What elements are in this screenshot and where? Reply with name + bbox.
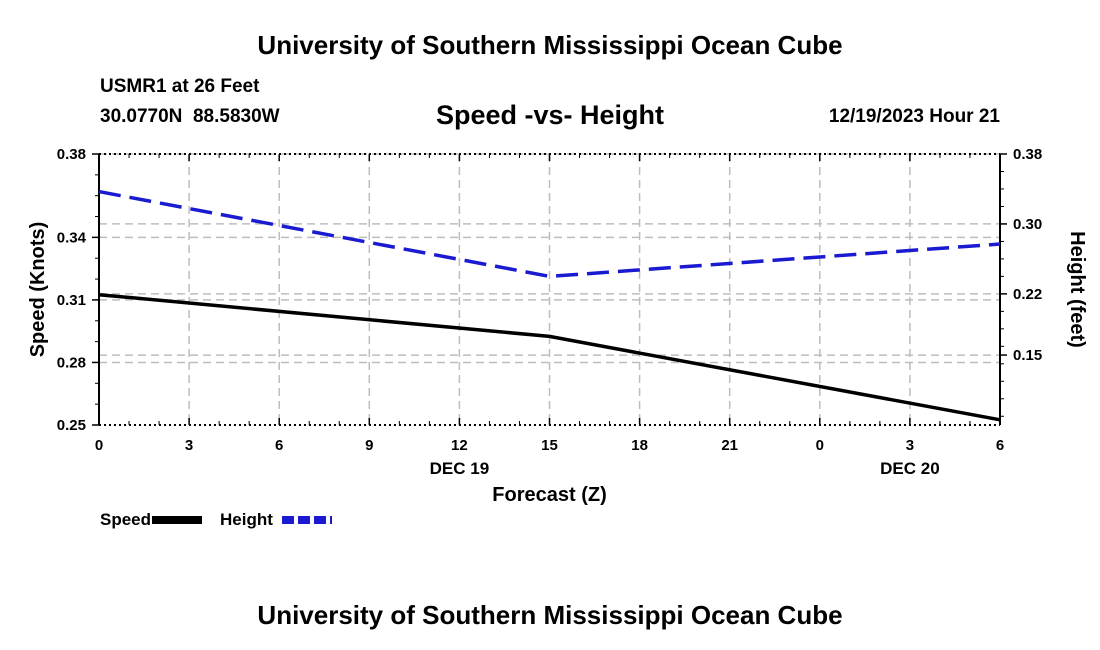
- y-tick-label: 0.28: [57, 354, 86, 371]
- grid-lines: [99, 153, 1000, 425]
- chart-title: University of Southern Mississippi Ocean…: [257, 30, 843, 60]
- x-tick-label: 0: [95, 437, 103, 454]
- x-tick-label: 0: [816, 437, 824, 454]
- date-label: DEC 20: [880, 459, 940, 478]
- y2-axis-title: Height (feet): [1066, 231, 1088, 348]
- axis-labels: 0 3 6 9 12 15 18 21 0 3 6 DEC 19 DEC 20 0.25 0.28 0.31 0…: [27, 146, 1088, 506]
- y-tick-label: 0.34: [57, 229, 87, 246]
- x-tick-label: 3: [185, 437, 193, 454]
- x-tick-label: 9: [365, 437, 373, 454]
- legend: Speed Height: [100, 510, 332, 529]
- y2-tick-label: 0.22: [1013, 286, 1042, 303]
- x-tick-label: 15: [541, 437, 558, 454]
- chart-subtitle: Speed -vs- Height: [435, 100, 665, 130]
- date-label: DEC 19: [430, 459, 490, 478]
- legend-label-speed: Speed: [100, 510, 151, 529]
- x-tick-label: 6: [996, 437, 1004, 454]
- height-line: [98, 189, 1001, 279]
- x-tick-label: 12: [451, 437, 468, 454]
- axes: [92, 153, 1007, 426]
- y-tick-label: 0.38: [57, 146, 86, 163]
- x-tick-label: 18: [631, 437, 648, 454]
- y-axis-title: Speed (Knots): [27, 222, 49, 358]
- x-axis-title: Forecast (Z): [492, 484, 606, 506]
- y-tick-label: 0.25: [57, 417, 86, 434]
- station-label: USMR1 at 26 Feet: [100, 76, 260, 97]
- y-tick-label: 0.31: [57, 292, 86, 309]
- footer-title: University of Southern Mississippi Ocean…: [257, 600, 843, 630]
- y2-tick-label: 0.15: [1013, 347, 1042, 364]
- x-tick-label: 21: [721, 437, 738, 454]
- x-tick-label: 3: [906, 437, 914, 454]
- y2-tick-label: 0.30: [1013, 216, 1042, 233]
- y2-tick-label: 0.38: [1013, 146, 1042, 163]
- station-coordinates: 30.0770N 88.5830W: [100, 106, 280, 127]
- forecast-datetime: 12/19/2023 Hour 21: [828, 106, 1000, 127]
- legend-label-height: Height: [220, 510, 273, 529]
- x-tick-label: 6: [275, 437, 283, 454]
- speed-line: [98, 292, 1001, 422]
- series-lines: [98, 189, 1001, 422]
- speed-height-chart: 0 3 6 9 12 15 18 21 0 3 6 DEC 19 DEC 20 0.25 0.28 0.31 0…: [27, 146, 1088, 529]
